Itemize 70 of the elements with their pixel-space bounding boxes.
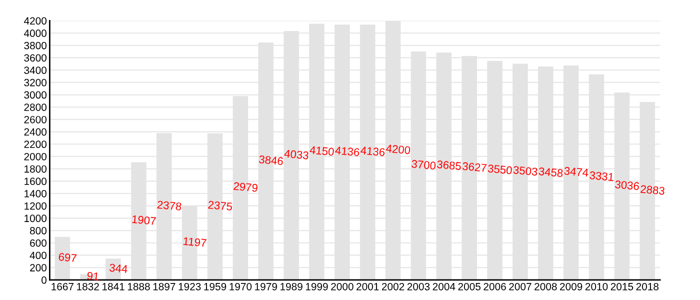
data-label: 697 [58,252,77,262]
y-tick-label: 3600 [24,54,47,62]
x-tick-label: 1989 [280,282,302,290]
data-label: 3474 [564,166,589,177]
x-tick-label: 1832 [77,282,99,290]
x-tick-label: 2008 [534,282,557,290]
data-label: 2883 [640,185,665,195]
y-tick-label: 2400 [24,128,47,136]
x-tick-label: 1888 [128,282,150,290]
x-tick-label: 2003 [407,282,430,290]
data-label: 4150 [310,146,334,156]
x-tick-label: 2004 [432,282,456,290]
y-tick-label: 1200 [24,202,47,210]
data-label: 1907 [132,215,156,226]
data-label: 4136 [360,146,385,156]
y-tick-label: 1400 [24,190,47,198]
x-tick-label: 1979 [255,282,277,290]
x-tick-label: 2006 [484,282,506,290]
x-tick-label: 2005 [458,282,480,290]
y-tick-label: 600 [30,239,47,247]
data-label: 3503 [513,166,538,176]
x-tick-label: 2018 [636,282,659,290]
data-label: 3700 [411,160,436,170]
y-tick-label: 2200 [24,140,47,148]
x-tick-label: 2002 [382,282,404,290]
data-label: 4136 [334,146,360,156]
y-tick-label: 1000 [24,214,47,222]
y-tick-label: 200 [30,264,47,272]
data-label: 3550 [488,164,512,174]
data-label: 3846 [258,155,284,166]
x-tick-label: 1999 [306,282,328,290]
x-tick-label: 1959 [204,282,226,290]
y-tick-label: 3800 [24,42,47,50]
data-label: 3627 [462,162,487,172]
data-label: 2378 [157,200,182,211]
data-label: 3331 [589,171,614,182]
x-tick-label: 2010 [585,282,608,290]
y-tick-label: 3000 [24,91,47,99]
data-label: 344 [109,264,128,274]
data-label: 3036 [614,180,640,190]
y-tick-label: 4200 [24,17,47,25]
y-tick-label: 3200 [24,78,47,86]
data-label: 4200 [386,144,410,154]
y-tick-label: 4000 [24,30,47,37]
x-tick-label: 1923 [178,282,201,290]
x-tick-label: 2007 [509,282,532,290]
y-tick-label: 800 [30,227,47,234]
x-tick-label: 1897 [153,282,176,290]
y-tick-label: 2800 [24,104,47,111]
y-tick-label: 0 [42,276,47,284]
data-label: 3685 [436,160,462,170]
y-tick-label: 2600 [24,116,47,124]
data-label: 2375 [208,200,232,211]
y-tick-label: 400 [30,252,47,260]
data-label: 1197 [183,237,206,247]
data-label: 4033 [284,150,309,160]
y-tick-label: 2000 [24,152,47,160]
data-label: 2979 [234,182,258,192]
data-label: 91 [87,272,99,281]
y-tick-label: 1800 [24,165,47,173]
y-tick-label: 1600 [24,178,47,186]
x-tick-label: 1667 [52,282,74,290]
x-tick-label: 2000 [331,282,354,290]
data-label: 3458 [538,167,563,178]
y-tick-label: 3400 [24,66,47,74]
x-tick-label: 1970 [230,282,252,290]
x-tick-label: 1841 [102,282,124,290]
x-tick-label: 2001 [356,282,379,290]
x-tick-label: 2015 [610,282,634,290]
x-tick-label: 2009 [560,282,582,290]
